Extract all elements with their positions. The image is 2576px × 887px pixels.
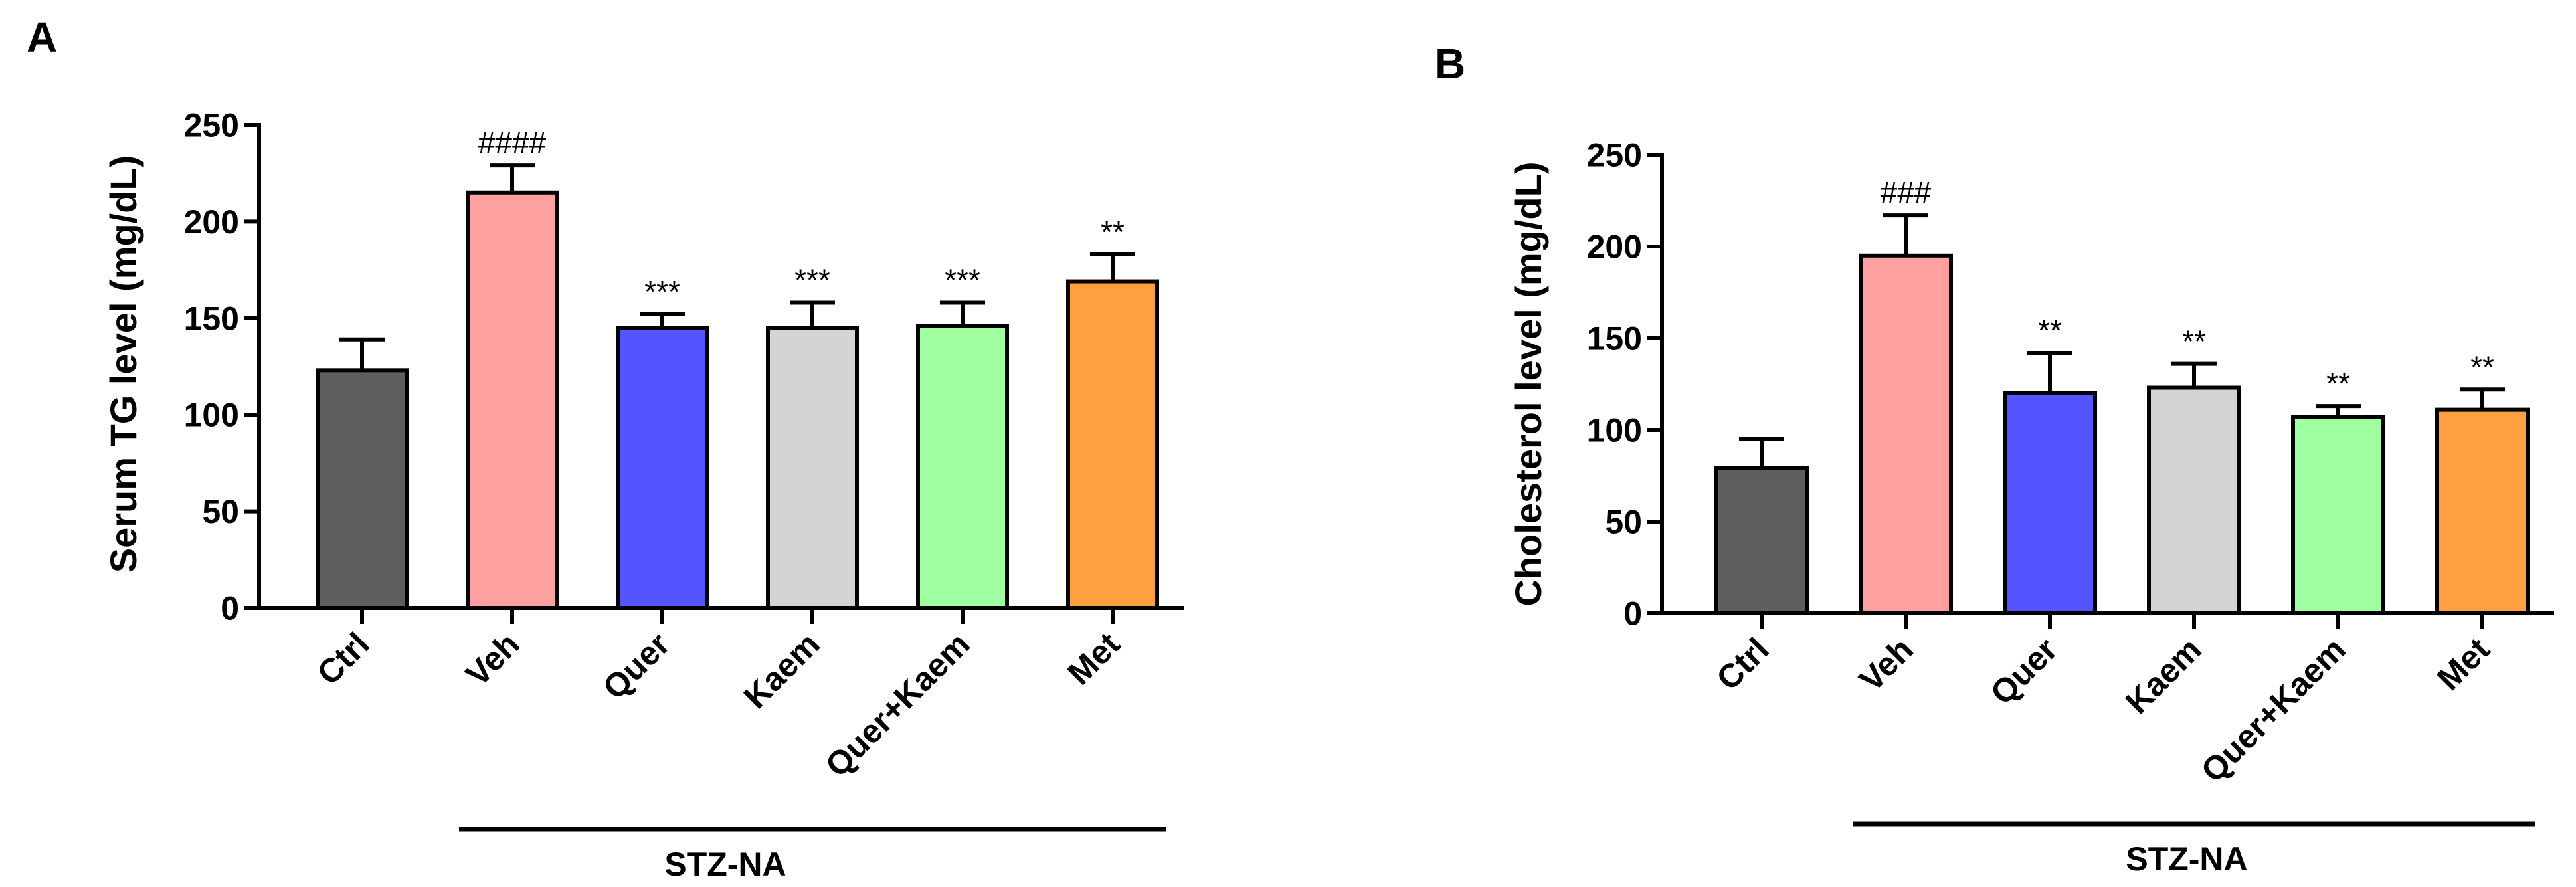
panel-b-y-ticks: 0 50 100 150 200 250: [1587, 137, 1642, 633]
panel-a-bar-1: [466, 190, 559, 610]
panel-b-bar-0: [1714, 466, 1809, 616]
panel-b-sig-4: **: [2326, 366, 2350, 401]
panel-a-ytick-5: 250: [184, 107, 239, 144]
panel-b-ytick-1: 50: [1605, 504, 1642, 541]
panel-b-ytick-4: 200: [1587, 229, 1642, 266]
panel-a-sig-4: ***: [945, 263, 980, 298]
panel-b-bar-3: [2147, 385, 2241, 616]
panel-a-y-axis-title: Serum TG level (mg/dL): [102, 155, 144, 573]
panel-a-sig-5: **: [1101, 215, 1125, 249]
panel-b-cat-4: Quer+Kaem: [2194, 631, 2353, 789]
panel-a-ytick-1: 50: [202, 493, 239, 530]
panel-a-bar-5: [1066, 279, 1159, 610]
panel-a-bar-2: [616, 326, 709, 610]
panel-a-sig-1: ####: [478, 126, 547, 160]
panel-a-cat-5: Met: [1060, 625, 1127, 692]
panel-b-bar-1: [1859, 253, 1953, 615]
panel-a-y-ticks: 0 50 100 150 200 250: [184, 107, 239, 627]
panel-a-bar-0: [316, 368, 409, 610]
panel-a-ylabel: Serum TG level (mg/dL): [102, 155, 144, 573]
panel-a-bar-3: [766, 326, 859, 610]
panel-a-category-labels: Ctrl Veh Quer Kaem Quer+Kaem Met: [310, 625, 1127, 784]
panel-b-ytick-5: 250: [1587, 137, 1642, 174]
panel-b-sig-2: **: [2038, 313, 2062, 347]
panel-b-cat-0: Ctrl: [1709, 631, 1776, 697]
panel-a-ytick-4: 200: [184, 203, 239, 241]
panel-b-cat-1: Veh: [1852, 631, 1920, 698]
panel-a-sig-3: ***: [794, 263, 830, 298]
panel-a-cat-0: Ctrl: [310, 625, 376, 692]
panel-a-bar-4: [916, 324, 1009, 610]
panel-a: A Serum TG level (mg/dL) STZ-NA 0 50 100…: [27, 13, 1184, 883]
panel-a-cat-1: Veh: [458, 625, 526, 693]
panel-b-bar-2: [2003, 391, 2097, 615]
panel-a-sig-2: ***: [644, 274, 680, 309]
panel-b-ylabel: Cholesterol level (mg/dL): [1507, 162, 1549, 607]
panel-a-significance-labels: #### *** *** *** **: [478, 126, 1125, 309]
panel-b-sig-3: **: [2182, 324, 2206, 359]
panel-a-cat-2: Quer: [596, 625, 677, 706]
panel-b-bar-4: [2291, 415, 2385, 615]
panel-a-ytick-0: 0: [221, 590, 239, 627]
panel-a-cat-4: Quer+Kaem: [818, 625, 977, 784]
panel-b-bar-5: [2435, 407, 2530, 615]
panel-b-ytick-2: 100: [1587, 412, 1642, 449]
panel-b-y-axis-title: Cholesterol level (mg/dL): [1507, 162, 1549, 607]
panel-a-label: A: [27, 13, 57, 61]
panel-b-ytick-0: 0: [1623, 595, 1642, 633]
panel-a-cat-3: Kaem: [737, 625, 827, 716]
panel-b-ytick-3: 150: [1587, 320, 1642, 357]
panel-b-significance-labels: ### ** ** ** **: [1881, 175, 2494, 401]
panel-b-cat-2: Quer: [1983, 631, 2065, 712]
panel-b-sig-5: **: [2470, 349, 2494, 384]
panel-b-cat-5: Met: [2430, 631, 2497, 698]
panel-a-group-label: STZ-NA: [664, 846, 786, 883]
panel-b-sig-1: ###: [1881, 175, 1932, 210]
panel-a-ytick-3: 150: [184, 300, 239, 337]
panel-a-ytick-2: 100: [184, 397, 239, 434]
panel-b-label: B: [1435, 40, 1465, 88]
panel-b: B Cholesterol level (mg/dL) STZ-NA 0 50 …: [1435, 40, 2554, 878]
panel-b-cat-3: Kaem: [2118, 631, 2209, 721]
panel-b-category-labels: Ctrl Veh Quer Kaem Quer+Kaem Met: [1709, 631, 2497, 789]
panel-b-group-label: STZ-NA: [2126, 840, 2247, 878]
